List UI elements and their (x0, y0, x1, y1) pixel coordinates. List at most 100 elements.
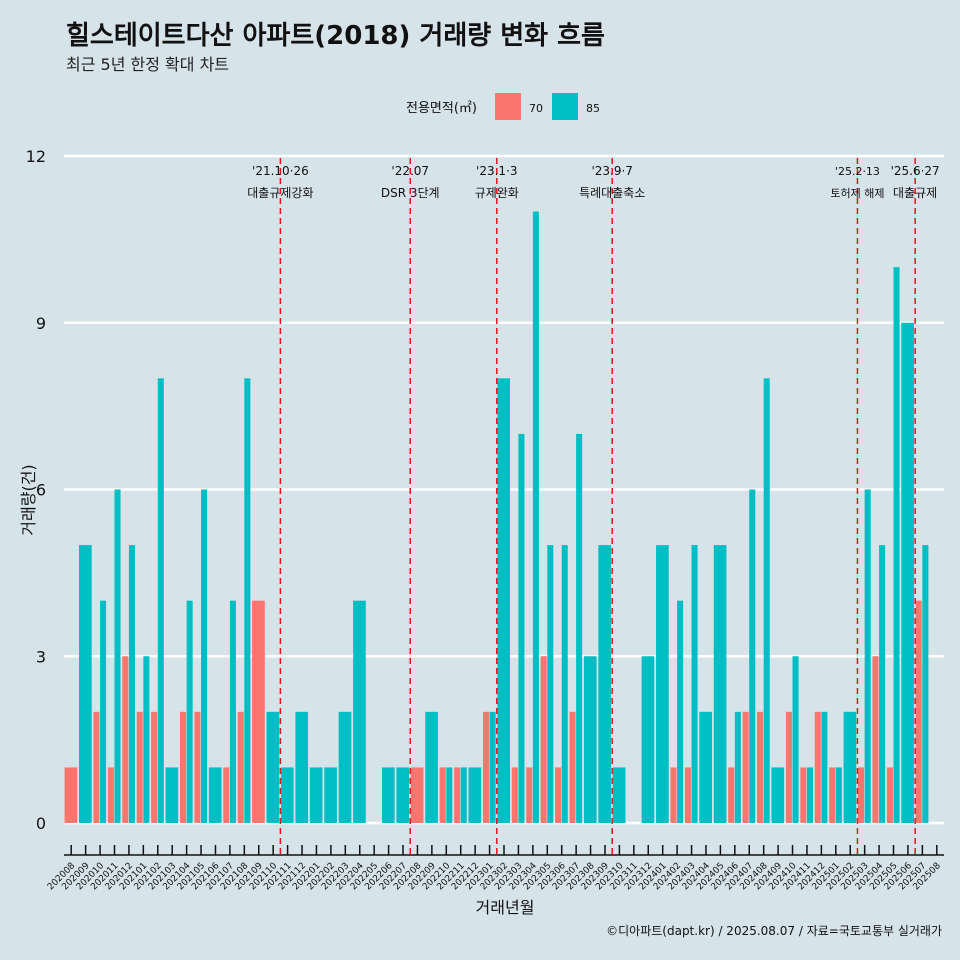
event-label: 토허제 해제 (830, 186, 884, 200)
bar-85-202407 (749, 489, 756, 823)
bar-70-202501 (829, 767, 836, 823)
bar-85-202103 (165, 767, 179, 823)
bar-85-202411 (806, 767, 813, 823)
bar-85-202303 (518, 433, 525, 823)
bar-85-202507 (922, 545, 929, 823)
bar-85-202504 (879, 545, 886, 823)
y-tick-label: 3 (36, 647, 46, 666)
bar-70-202507 (915, 600, 922, 823)
bar-85-202111 (280, 767, 294, 823)
bar-85-202206 (381, 767, 395, 823)
bar-85-202410 (792, 656, 799, 823)
bar-70-202012 (122, 656, 129, 823)
bar-85-202503 (864, 489, 871, 823)
bar-85-202110 (266, 711, 280, 823)
bar-70-202406 (728, 767, 735, 823)
event-label: DSR 3단계 (381, 186, 440, 200)
bar-85-202012 (128, 545, 135, 823)
y-tick-labels: 0 3 6 9 12 (26, 147, 46, 833)
legend: 전용면적(㎡) 70 85 (406, 93, 600, 120)
caption: ©디아파트(dapt.kr) / 2025.08.07 / 자료=국토교통부 실… (606, 924, 942, 938)
bar-85-202106 (208, 767, 222, 823)
y-tick-label: 9 (36, 314, 46, 333)
legend-swatch-70 (495, 93, 521, 120)
bar-85-202403 (691, 545, 698, 823)
x-axis: 2020082020092020102020112020122021012021… (46, 845, 944, 892)
bar-85-202108 (244, 378, 251, 823)
bar-85-202312 (641, 656, 655, 823)
chart-title: 힐스테이트다산 아파트(2018) 거래량 변화 흐름 (66, 21, 605, 51)
bar-85-202202 (324, 767, 337, 823)
bar-70-202301 (482, 711, 489, 823)
bar-85-202102 (157, 378, 164, 823)
bar-70-202208 (410, 767, 424, 823)
legend-label-70: 70 (529, 102, 543, 115)
bar-70-202408 (757, 711, 764, 823)
bar-85-202502 (843, 711, 857, 823)
bar-85-202306 (561, 545, 568, 823)
event-label: 대출규제 (893, 186, 937, 200)
x-axis-label: 거래년월 (476, 898, 535, 917)
bar-85-202011 (114, 489, 121, 823)
bar-85-202301 (489, 711, 496, 823)
bar-70-202503 (858, 767, 865, 823)
bar-70-202011 (107, 767, 114, 823)
bar-85-202309 (598, 545, 612, 823)
bar-70-202107 (223, 767, 230, 823)
event-date: '25.6·27 (891, 164, 940, 178)
bar-70-202411 (800, 767, 807, 823)
event-label: 대출규제강화 (247, 186, 313, 200)
legend-label-85: 85 (586, 102, 600, 115)
bar-70-202210 (439, 767, 446, 823)
event-label: 특례대출축소 (579, 186, 645, 200)
bar-70-202109 (252, 600, 265, 823)
event-date: '23.1·3 (476, 164, 517, 178)
bar-85-202105 (201, 489, 208, 823)
bar-85-202101 (143, 656, 150, 823)
y-tick-label: 12 (26, 147, 46, 166)
bars (64, 211, 929, 824)
y-tick-label: 6 (36, 481, 46, 500)
bar-85-202506 (901, 322, 914, 823)
bar-70-202407 (742, 711, 749, 823)
bar-85-202302 (497, 378, 511, 823)
bar-70-202102 (151, 711, 158, 823)
bar-85-202501 (835, 767, 842, 823)
bar-70-202101 (136, 711, 143, 823)
legend-swatch-85 (552, 93, 578, 120)
bar-70-202306 (555, 767, 562, 823)
bar-85-202201 (309, 767, 323, 823)
bar-70-202211 (454, 767, 461, 823)
bar-70-202505 (886, 767, 893, 823)
event-label: 규제완화 (475, 186, 519, 200)
bar-85-202209 (425, 711, 438, 823)
bar-70-202104 (179, 711, 187, 823)
bar-70-202403 (684, 767, 691, 823)
bar-70-202008 (64, 767, 78, 823)
bar-70-202010 (93, 711, 100, 823)
bar-85-202505 (893, 267, 900, 824)
bar-85-202204 (353, 600, 366, 823)
bar-70-202412 (814, 711, 821, 823)
event-lines: '21.10·26 대출규제강화 '22.07 DSR 3단계 '23.1·3 규제완화 '… (247, 158, 940, 858)
bar-85-202203 (338, 711, 352, 823)
bar-70-202504 (872, 656, 879, 823)
bar-70-202410 (785, 711, 792, 823)
y-tick-label: 0 (36, 814, 46, 833)
bar-85-202107 (229, 600, 236, 823)
bar-85-202009 (79, 545, 92, 823)
bar-85-202310 (612, 767, 626, 823)
bar-85-202409 (771, 767, 785, 823)
bar-85-202207 (396, 767, 410, 823)
chart-subtitle: 최근 5년 한정 확대 차트 (66, 55, 229, 74)
bar-85-202307 (576, 433, 583, 823)
bar-85-202412 (821, 711, 828, 823)
bar-85-202408 (763, 378, 770, 823)
event-date: '22.07 (391, 164, 429, 178)
bar-70-202307 (569, 711, 576, 823)
bar-85-202402 (677, 600, 684, 823)
bar-70-202305 (540, 656, 547, 823)
bar-85-202401 (656, 545, 669, 823)
event-date: '23.9·7 (591, 164, 632, 178)
